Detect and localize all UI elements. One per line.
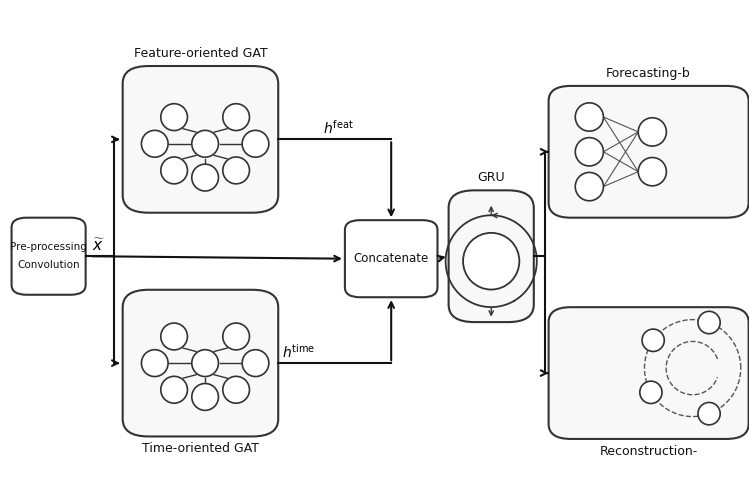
Text: Reconstruction-: Reconstruction- <box>599 445 698 458</box>
Ellipse shape <box>160 323 188 350</box>
Ellipse shape <box>223 376 250 403</box>
Ellipse shape <box>638 158 667 186</box>
Ellipse shape <box>192 130 218 157</box>
FancyBboxPatch shape <box>123 290 278 436</box>
Text: GRU: GRU <box>478 172 505 184</box>
Ellipse shape <box>160 157 188 184</box>
Ellipse shape <box>640 381 662 404</box>
FancyBboxPatch shape <box>11 218 86 294</box>
Text: Pre-processing: Pre-processing <box>10 242 87 252</box>
Ellipse shape <box>160 376 188 403</box>
Ellipse shape <box>698 402 720 425</box>
Ellipse shape <box>223 157 250 184</box>
Ellipse shape <box>223 323 250 350</box>
Ellipse shape <box>463 233 519 289</box>
Ellipse shape <box>575 138 604 166</box>
Text: Feature-oriented GAT: Feature-oriented GAT <box>134 47 267 60</box>
Text: Concatenate: Concatenate <box>353 252 429 265</box>
Ellipse shape <box>698 312 720 334</box>
Ellipse shape <box>642 329 664 351</box>
Text: Forecasting-b: Forecasting-b <box>606 67 691 80</box>
FancyBboxPatch shape <box>123 66 278 212</box>
Ellipse shape <box>160 104 188 130</box>
Ellipse shape <box>575 172 604 201</box>
Ellipse shape <box>242 350 268 376</box>
Text: Convolution: Convolution <box>17 260 80 270</box>
FancyBboxPatch shape <box>548 307 748 439</box>
Text: Time-oriented GAT: Time-oriented GAT <box>142 442 259 456</box>
Ellipse shape <box>192 164 218 191</box>
Text: $h^{\mathrm{time}}$: $h^{\mathrm{time}}$ <box>282 342 315 360</box>
Ellipse shape <box>192 384 218 410</box>
Ellipse shape <box>192 350 218 376</box>
FancyBboxPatch shape <box>548 86 748 218</box>
Ellipse shape <box>142 130 168 157</box>
Ellipse shape <box>142 350 168 376</box>
FancyBboxPatch shape <box>345 220 437 297</box>
Ellipse shape <box>638 118 667 146</box>
Text: $h^{\mathrm{feat}}$: $h^{\mathrm{feat}}$ <box>322 119 353 137</box>
FancyBboxPatch shape <box>448 190 534 322</box>
Ellipse shape <box>575 103 604 131</box>
Text: $\widetilde{x}$: $\widetilde{x}$ <box>92 238 104 254</box>
Ellipse shape <box>242 130 268 157</box>
Ellipse shape <box>223 104 250 130</box>
